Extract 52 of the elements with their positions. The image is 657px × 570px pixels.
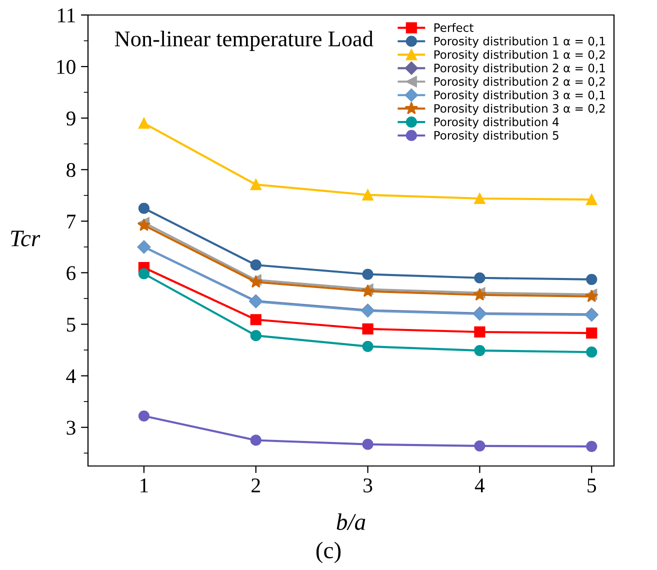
y-tick-label: 6 (66, 266, 76, 280)
point (138, 202, 150, 214)
y-tick-label: 8 (66, 163, 76, 178)
x-tick-label: 4 (474, 478, 485, 492)
legend-label: Porosity distribution 3 α = 0,2 (434, 104, 605, 115)
text: Non-linear temperature Load (114, 30, 374, 51)
point (474, 326, 486, 338)
point (250, 259, 262, 271)
point (586, 440, 598, 452)
point (474, 272, 486, 284)
point (586, 346, 598, 358)
legend-label: Porosity distribution 2 α = 0,1 (434, 63, 605, 75)
legend-label: Porosity distribution 2 α = 0,2 (434, 76, 605, 88)
point (362, 189, 374, 200)
point (250, 330, 262, 342)
point (474, 192, 486, 204)
point (362, 323, 374, 334)
point (138, 410, 150, 422)
x-tick-label: 1 (140, 478, 148, 492)
point (474, 440, 486, 452)
point (138, 268, 150, 280)
point (362, 268, 374, 280)
legend-label: Porosity distribution 1 α = 0,2 (434, 50, 605, 62)
legend-label: Porosity distribution 1 α = 0,1 (434, 36, 605, 48)
x-tick-label: 5 (588, 478, 596, 492)
point (474, 344, 486, 356)
legend-label: Porosity distribution 3 α = 0,1 (434, 90, 605, 102)
y-tick-label: 5 (66, 318, 76, 332)
point (362, 340, 374, 352)
x-axis-title: b/a (336, 513, 366, 530)
point (250, 314, 262, 326)
y-tick-label: 3 (66, 420, 76, 435)
x-tick-label: 3 (364, 478, 372, 492)
point (362, 438, 374, 450)
point (138, 118, 150, 129)
y-axis-title: Tcr (11, 230, 40, 246)
text: (c) (316, 542, 341, 564)
y-tick-label: 11 (58, 8, 75, 22)
legend-label: Porosity distribution 4 (434, 117, 559, 128)
legend-label: Perfect (434, 23, 474, 32)
y-tick-label: 10 (57, 60, 76, 74)
y-tick-label: 9 (66, 112, 76, 126)
point (586, 274, 598, 285)
y-tick-label: 4 (66, 369, 76, 384)
point (586, 327, 598, 339)
point (250, 434, 262, 446)
point (137, 218, 151, 232)
y-tick-label: 7 (67, 214, 76, 228)
point (250, 179, 262, 190)
x-tick-label: 2 (252, 478, 260, 492)
legend-label: Porosity distribution 5 (434, 130, 558, 142)
point (586, 194, 598, 206)
